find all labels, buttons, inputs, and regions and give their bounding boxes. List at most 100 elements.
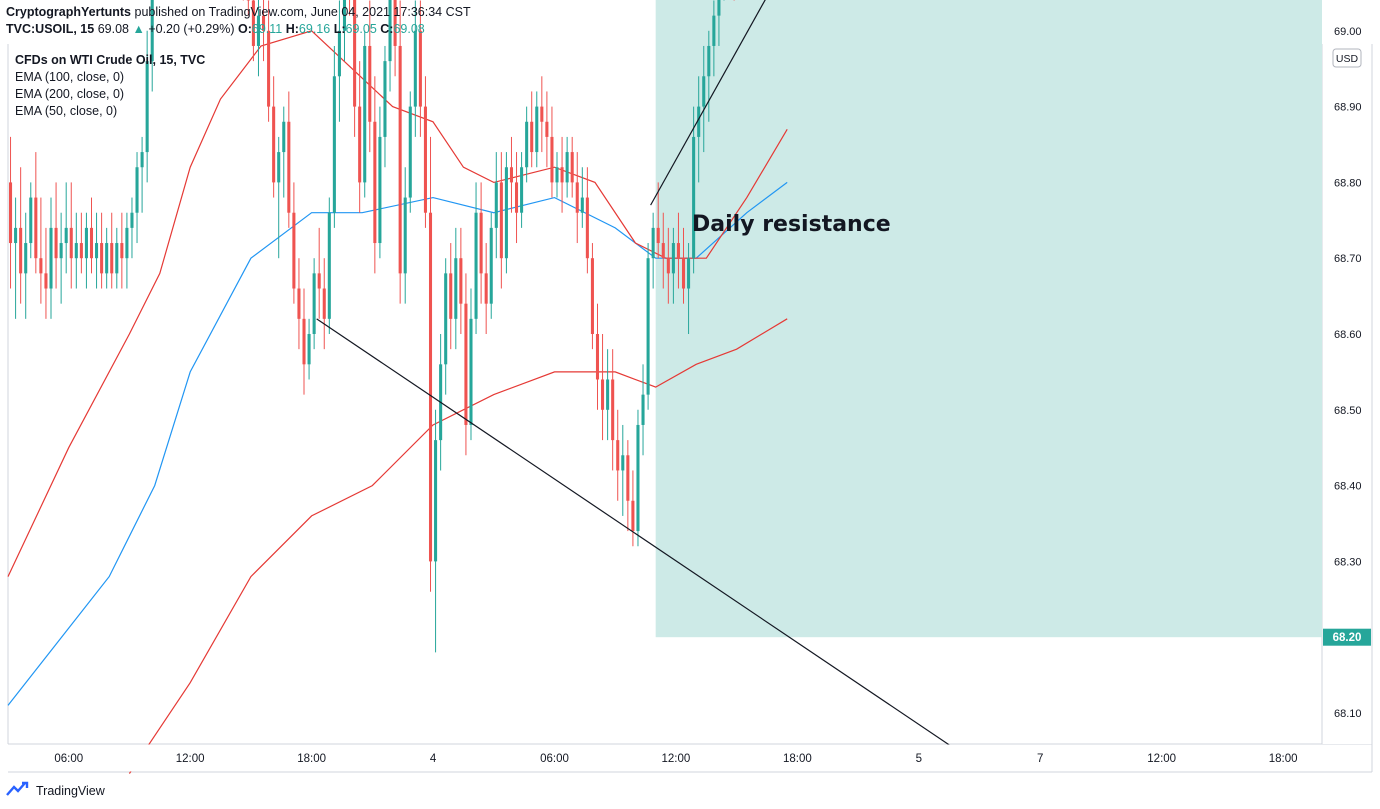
close-label: C: bbox=[380, 22, 394, 36]
candle bbox=[19, 167, 23, 304]
candle-body bbox=[545, 121, 549, 137]
candle-body bbox=[337, 30, 341, 77]
candle-body bbox=[353, 0, 357, 107]
candle bbox=[408, 91, 412, 213]
candle-body bbox=[681, 258, 686, 289]
candle bbox=[540, 76, 544, 153]
daily-resistance-annotation[interactable]: Daily resistance bbox=[692, 212, 891, 237]
x-tick-label: 7 bbox=[1037, 753, 1043, 765]
footer-branding: TradingView bbox=[6, 781, 105, 800]
candle-body bbox=[368, 45, 372, 122]
candle bbox=[707, 30, 711, 122]
candle bbox=[39, 197, 43, 304]
candle-body bbox=[580, 197, 584, 213]
candle bbox=[616, 409, 620, 501]
candle bbox=[459, 227, 463, 334]
candle-body bbox=[312, 273, 316, 334]
candle bbox=[287, 91, 291, 228]
candle-body bbox=[307, 334, 311, 365]
candle-body bbox=[590, 258, 594, 334]
candle-body bbox=[383, 61, 387, 137]
candle-body bbox=[423, 106, 427, 213]
candle-body bbox=[418, 30, 422, 107]
currency-label[interactable]: USD bbox=[1336, 53, 1359, 65]
currency-button[interactable] bbox=[1332, 48, 1362, 68]
candle bbox=[297, 258, 301, 350]
candle bbox=[434, 409, 438, 653]
candle-body bbox=[585, 197, 589, 259]
y-tick-label: 68.30 bbox=[1334, 556, 1362, 568]
candle bbox=[712, 0, 716, 77]
candle bbox=[342, 0, 347, 62]
candle-body bbox=[95, 243, 99, 259]
high-value: 69.16 bbox=[298, 22, 331, 36]
publish-header: CryptographYertunts published on Trading… bbox=[6, 4, 471, 21]
legend-ema-200[interactable]: EMA (200, close, 0) bbox=[15, 87, 125, 101]
tradingview-brand[interactable]: TradingView bbox=[36, 783, 105, 798]
legend-ema-50[interactable]: EMA (50, close, 0) bbox=[15, 104, 118, 118]
candle-body bbox=[540, 106, 544, 122]
candle bbox=[626, 440, 630, 532]
candle-body bbox=[697, 106, 701, 137]
candle bbox=[135, 152, 139, 244]
legend-title[interactable]: CFDs on WTI Crude Oil, 15, TVC bbox=[15, 53, 206, 67]
candle-body bbox=[661, 243, 665, 259]
candle bbox=[125, 212, 129, 289]
candle-body bbox=[317, 273, 321, 289]
candle bbox=[115, 227, 119, 289]
candle-body bbox=[64, 227, 68, 244]
candle-body bbox=[712, 15, 716, 46]
candle-body bbox=[651, 227, 655, 259]
x-tick-label: 12:00 bbox=[1147, 753, 1176, 765]
candle-body bbox=[110, 243, 114, 274]
candle bbox=[515, 152, 519, 244]
candle-body bbox=[565, 152, 569, 183]
candle-body bbox=[520, 167, 524, 213]
x-tick-label: 4 bbox=[430, 753, 437, 765]
candle-body bbox=[717, 0, 721, 16]
time-axis-background bbox=[8, 744, 1372, 772]
candle-body bbox=[327, 212, 331, 319]
candle bbox=[565, 136, 569, 198]
candle bbox=[302, 288, 306, 395]
candle bbox=[590, 243, 594, 350]
candles bbox=[9, 0, 735, 653]
candle-body bbox=[44, 273, 48, 289]
candle bbox=[100, 212, 104, 289]
candle-body bbox=[282, 121, 286, 153]
candle-body bbox=[393, 0, 397, 46]
candle bbox=[332, 45, 336, 228]
candle-body bbox=[145, 61, 149, 153]
candle bbox=[353, 0, 357, 137]
candle bbox=[272, 76, 276, 198]
candle bbox=[479, 182, 483, 304]
candle bbox=[717, 0, 721, 46]
candle-body bbox=[256, 15, 260, 46]
candle bbox=[697, 76, 701, 183]
candle-body bbox=[515, 182, 519, 213]
candle-body bbox=[499, 182, 503, 259]
candle bbox=[277, 136, 281, 259]
candle-body bbox=[601, 379, 605, 410]
candle bbox=[449, 243, 453, 350]
candle bbox=[69, 182, 73, 289]
candle bbox=[150, 0, 154, 92]
candle bbox=[676, 212, 680, 289]
candle-body bbox=[676, 243, 680, 259]
candle-body bbox=[469, 318, 473, 425]
candle bbox=[14, 197, 18, 319]
tradingview-logo-icon[interactable] bbox=[6, 781, 32, 800]
author-name[interactable]: CryptographYertunts bbox=[6, 5, 132, 19]
candle bbox=[636, 409, 640, 547]
legend-ema-100[interactable]: EMA (100, close, 0) bbox=[15, 70, 125, 84]
candle bbox=[130, 197, 134, 259]
candle-body bbox=[530, 121, 534, 153]
candle bbox=[428, 136, 433, 592]
candle bbox=[110, 212, 114, 289]
publish-info: published on TradingView.com, June 04, 2… bbox=[131, 5, 471, 19]
candle bbox=[29, 182, 33, 259]
candle bbox=[84, 212, 88, 289]
candle-body bbox=[555, 167, 559, 183]
candle-body bbox=[449, 273, 453, 319]
